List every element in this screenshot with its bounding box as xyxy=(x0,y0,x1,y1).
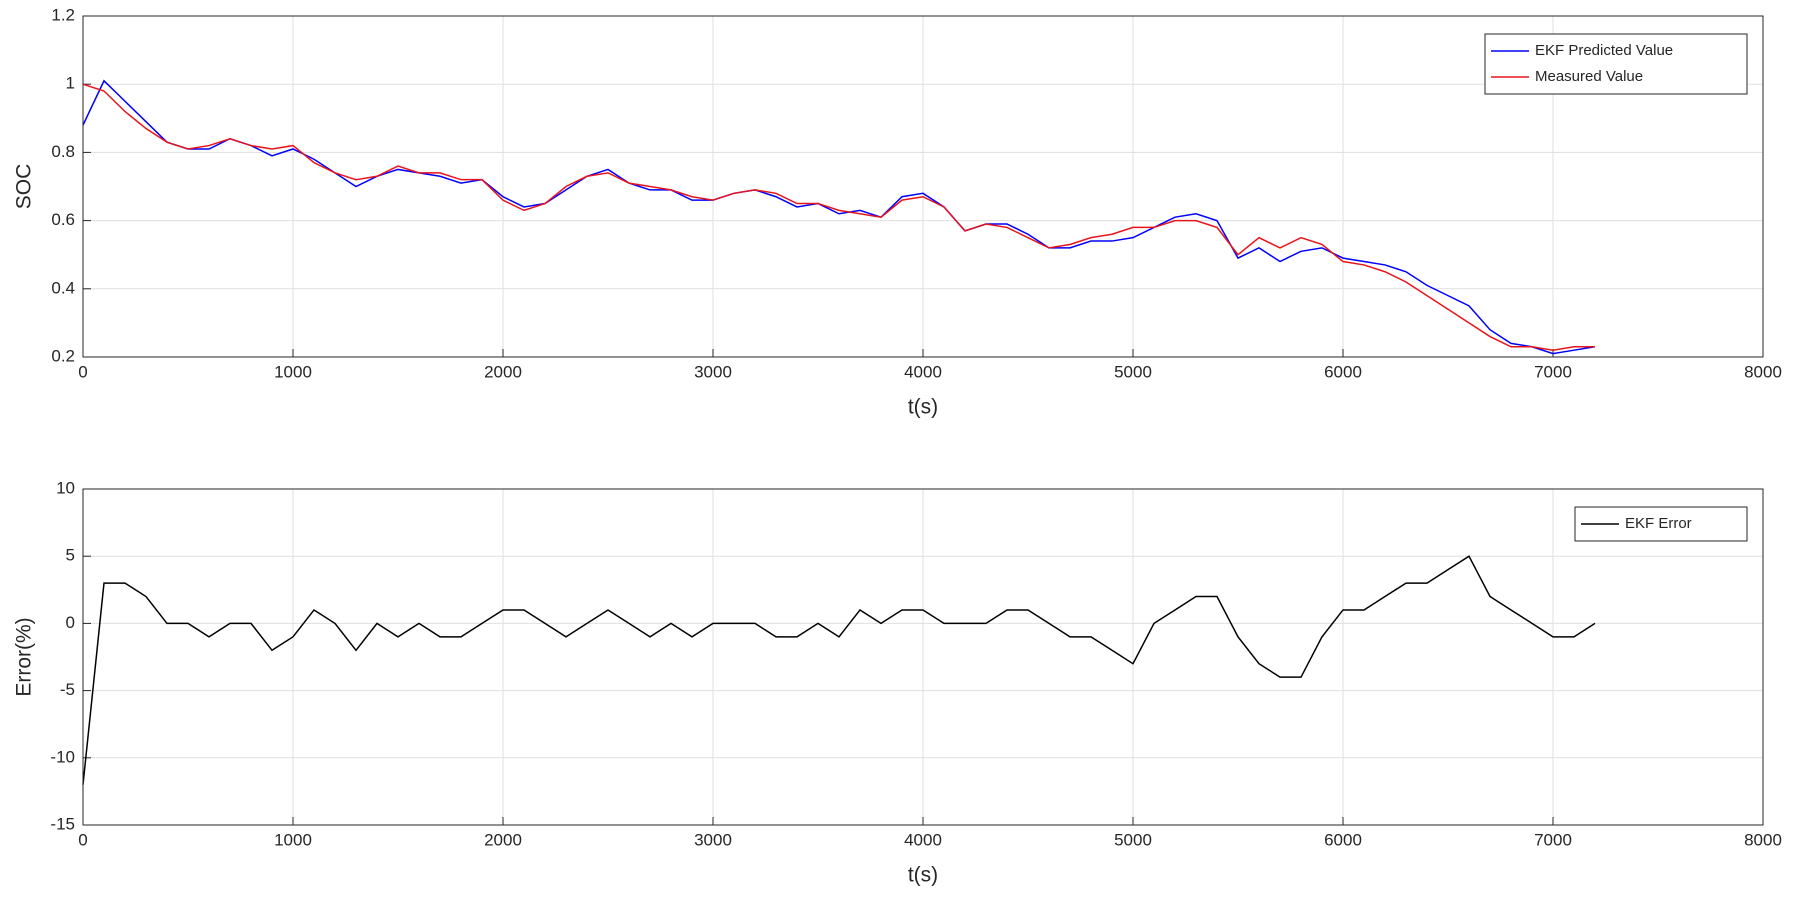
legend-label: EKF Error xyxy=(1625,515,1692,532)
y-tick-label: 1.2 xyxy=(51,5,75,24)
x-tick-label: 3000 xyxy=(694,830,732,849)
x-tick-label: 1000 xyxy=(274,830,312,849)
x-tick-label: 8000 xyxy=(1744,830,1782,849)
x-tick-label: 7000 xyxy=(1534,830,1572,849)
legend-box xyxy=(1484,33,1748,95)
data-line xyxy=(82,555,1596,785)
y-axis-label: SOC xyxy=(13,164,36,210)
x-tick-label: 3000 xyxy=(694,362,732,381)
y-tick-label: 0 xyxy=(66,613,75,632)
x-tick-label: 0 xyxy=(78,362,87,381)
x-tick-label: 4000 xyxy=(904,362,942,381)
y-tick-label: 0.6 xyxy=(51,210,75,229)
data-line xyxy=(82,83,1595,351)
x-tick-label: 7000 xyxy=(1534,362,1572,381)
y-tick-label: -10 xyxy=(50,747,75,766)
x-tick-label: 2000 xyxy=(484,830,522,849)
axes-frame xyxy=(82,488,1764,826)
y-tick-label: 0.8 xyxy=(51,142,75,161)
x-tick-label: 4000 xyxy=(904,830,942,849)
x-tick-label: 1000 xyxy=(274,362,312,381)
y-tick-label: 0.4 xyxy=(51,278,75,297)
x-axis-label: t(s) xyxy=(908,396,938,419)
y-axis-label: Error(%) xyxy=(13,617,36,696)
y-tick-label: -15 xyxy=(50,814,75,833)
legend-label: EKF Predicted Value xyxy=(1535,42,1673,59)
y-tick-label: 1 xyxy=(66,74,75,93)
y-tick-label: -5 xyxy=(60,680,75,699)
y-tick-label: 0.2 xyxy=(51,346,75,365)
y-tick-label: 10 xyxy=(56,478,75,497)
x-tick-label: 5000 xyxy=(1114,362,1152,381)
y-tick-label: 5 xyxy=(66,546,75,565)
x-tick-label: 6000 xyxy=(1324,830,1362,849)
axes-frame xyxy=(82,15,1764,358)
x-axis-label: t(s) xyxy=(908,864,938,887)
x-tick-label: 8000 xyxy=(1744,362,1782,381)
x-tick-label: 5000 xyxy=(1114,830,1152,849)
x-tick-label: 0 xyxy=(78,830,87,849)
legend-label: Measured Value xyxy=(1535,68,1643,85)
x-tick-label: 2000 xyxy=(484,362,522,381)
x-tick-label: 6000 xyxy=(1324,362,1362,381)
